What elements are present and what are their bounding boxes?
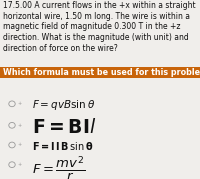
Text: +: +: [17, 101, 21, 106]
FancyBboxPatch shape: [0, 67, 200, 78]
Text: $F = \dfrac{mv^2}{r}$: $F = \dfrac{mv^2}{r}$: [32, 154, 85, 179]
Text: +: +: [17, 142, 21, 147]
Text: Which formula must be used for this problem?: Which formula must be used for this prob…: [3, 68, 200, 77]
Text: +: +: [17, 123, 21, 128]
Text: +: +: [17, 162, 21, 167]
Text: 17.5.00 A current flows in the +x within a straight
horizontal wire, 1.50 m long: 17.5.00 A current flows in the +x within…: [3, 1, 196, 53]
Text: $\bf{F = I\,l\,B\,\sin\theta}$: $\bf{F = I\,l\,B\,\sin\theta}$: [32, 140, 94, 152]
Text: $\mathbf{F = BI}l$: $\mathbf{F = BI}l$: [32, 118, 96, 137]
Text: $F = qvB\sin\theta$: $F = qvB\sin\theta$: [32, 98, 95, 112]
